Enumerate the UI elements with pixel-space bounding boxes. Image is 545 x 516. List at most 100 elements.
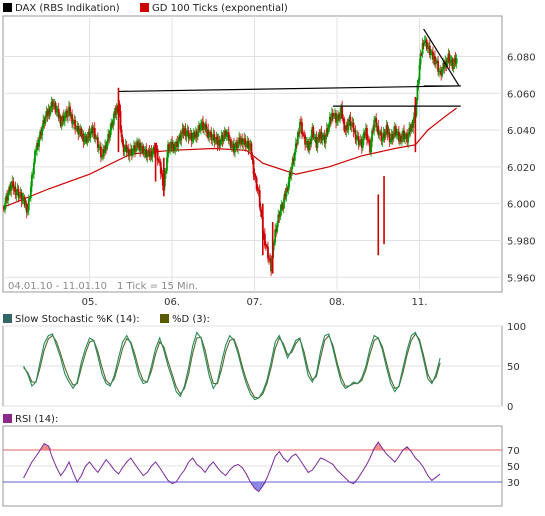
candle-body: [233, 143, 235, 153]
candle-body: [150, 151, 153, 158]
candle-body: [31, 174, 34, 176]
candle-body: [218, 139, 221, 146]
candle-body: [137, 141, 139, 148]
candle-body: [277, 214, 280, 224]
candle-body: [421, 42, 424, 54]
candle-body: [384, 131, 387, 138]
stochastic-grid: [3, 325, 502, 407]
candle-body: [194, 131, 197, 138]
candle-body: [246, 140, 249, 144]
candle-body: [56, 108, 59, 111]
candle-body: [425, 39, 428, 50]
candle-body: [386, 125, 389, 135]
legend-ma: GD 100 Ticks (exponential): [140, 3, 288, 14]
stochastic-y-axis: 100 50 0: [507, 322, 526, 413]
candle-body: [356, 136, 359, 138]
candle-body: [190, 132, 193, 142]
candle-body: [282, 202, 285, 210]
stochastic-panel: 100 50 0 Slow Stochastic %K (14): %D (3):: [2, 314, 526, 413]
candle-body: [210, 131, 213, 141]
trend-line: [423, 28, 460, 87]
candle-body: [305, 142, 308, 145]
candle-body: [308, 141, 311, 151]
candle-body: [257, 189, 260, 191]
candle-body: [219, 140, 222, 146]
candle-body: [252, 160, 255, 175]
candle-body: [208, 134, 211, 138]
candle-body: [401, 136, 403, 142]
candle-body: [130, 149, 133, 156]
candle-body: [438, 71, 441, 73]
candle-body: [143, 151, 146, 155]
candle-body: [350, 124, 353, 127]
candle-body: [62, 115, 65, 122]
candle-body: [296, 132, 299, 144]
candle-body: [63, 116, 66, 122]
candle-body: [128, 152, 131, 157]
candle-body: [410, 124, 413, 132]
candle-body: [230, 145, 233, 149]
candle-body: [103, 149, 105, 153]
candle-body: [359, 139, 362, 143]
candle-body: [126, 148, 129, 153]
candle-body: [4, 202, 6, 210]
interval-label: 1 Tick = 15 Min.: [117, 281, 198, 292]
candle-body: [419, 53, 422, 65]
candle-body: [43, 120, 46, 124]
candle-body: [280, 204, 283, 211]
candle-body: [224, 130, 227, 137]
candle-body: [313, 137, 316, 139]
candle-body: [28, 198, 31, 200]
candle-body: [238, 137, 240, 143]
candle-body: [275, 229, 278, 232]
candle-body: [203, 126, 205, 130]
candle-body: [89, 132, 92, 138]
candle-body: [436, 60, 438, 62]
candle-body: [371, 130, 373, 142]
price-x-axis: 05. 06. 07. 08. 11.: [82, 297, 428, 308]
candle-body: [158, 161, 161, 163]
candle-body: [413, 112, 416, 121]
candle-body: [163, 173, 166, 187]
candle-body: [22, 196, 25, 199]
candle-body: [336, 120, 338, 123]
candle-body: [161, 174, 164, 186]
candle-body: [394, 126, 397, 136]
candle-body: [69, 106, 71, 117]
candle-body: [381, 139, 384, 142]
moving-average-layer: [2, 107, 457, 208]
legend-label-stoch-d: %D (3):: [172, 314, 210, 325]
candle-body: [242, 141, 245, 145]
candle-body: [223, 130, 226, 137]
candle-body: [376, 125, 379, 128]
candle-body: [367, 139, 369, 141]
candle-body: [265, 245, 267, 247]
candle-body: [215, 136, 218, 140]
candle-body: [118, 103, 121, 111]
candle-body: [243, 138, 246, 142]
candle-body: [408, 127, 411, 136]
candle-body: [114, 111, 117, 115]
candle-body: [344, 130, 347, 132]
date-range-label: 04.01.10 - 11.01.10: [8, 281, 107, 292]
candle-body: [353, 130, 356, 133]
candle-body: [94, 137, 97, 139]
candle-body: [58, 116, 61, 119]
rsi-oversold-fill: [254, 482, 259, 492]
candle-body: [250, 143, 253, 158]
candle-body: [399, 135, 401, 142]
candle-body: [109, 130, 112, 138]
y-tick-label: 6.080: [507, 52, 536, 63]
rsi-panel: 70 50 30 RSI (14):: [2, 414, 520, 507]
candle-body: [185, 133, 188, 137]
candle-body: [211, 137, 214, 141]
y-tick-label: 5.960: [507, 273, 536, 284]
legend-dax: DAX (RBS Indikation): [3, 3, 120, 14]
candle-body: [391, 133, 394, 139]
y-tick-label: 50: [507, 362, 520, 373]
candle-body: [42, 120, 45, 128]
candle-body: [244, 138, 247, 147]
candle-body: [274, 229, 277, 243]
x-tick-label: 11.: [412, 297, 428, 308]
